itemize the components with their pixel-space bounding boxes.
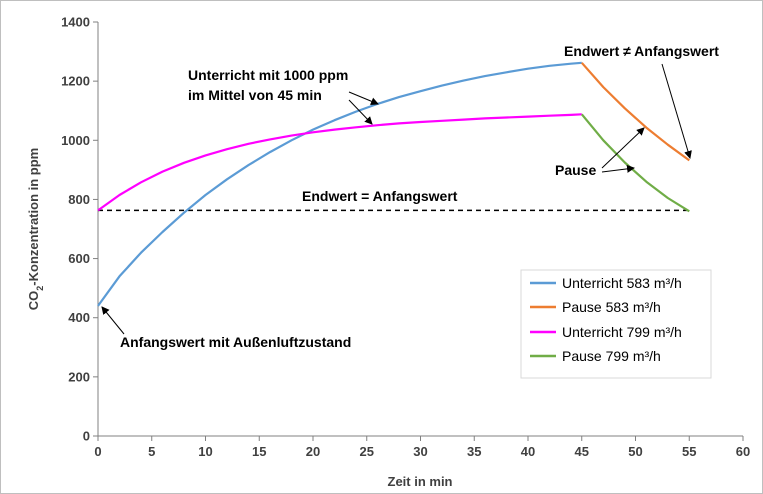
annotation-arrows	[101, 63, 692, 335]
arrow-endwert-ne	[661, 63, 692, 159]
anno-endwert-eq: Endwert = Anfangswert	[302, 188, 458, 204]
x-tick-label: 5	[148, 444, 155, 459]
series-line-2	[580, 62, 690, 162]
y-axis-label: CO2-Konzentration in ppm	[26, 148, 45, 310]
x-tick-label: 40	[521, 444, 535, 459]
series-line-3	[97, 113, 582, 212]
arrow-unterricht-upper	[348, 91, 379, 106]
y-axis-label-part-1: CO	[26, 291, 41, 311]
y-tick-label: 800	[68, 192, 90, 207]
y-tick-label: 200	[68, 369, 90, 384]
x-tick-label: 60	[736, 444, 750, 459]
x-tick-label: 30	[413, 444, 427, 459]
y-tick-label: 1000	[61, 133, 90, 148]
legend-label-2: Pause 583 m³/h	[562, 299, 661, 315]
x-axis-label: Zeit in min	[388, 474, 453, 489]
arrow-pause-upper	[601, 127, 645, 169]
y-axis-label-subscript: 2	[35, 286, 45, 291]
anno-pause: Pause	[555, 162, 596, 178]
series-group	[97, 61, 690, 307]
x-tick-label: 0	[94, 444, 101, 459]
x-tick-label: 20	[306, 444, 320, 459]
series-line-4	[580, 113, 690, 213]
axes: 0 200 400 600 800 1000 1200 1400 0 5 10 15 20 25 30 35 4…	[61, 15, 750, 460]
x-tick-label: 50	[628, 444, 642, 459]
x-tick-label: 25	[360, 444, 374, 459]
anno-endwert-ne: Endwert ≠ Anfangswert	[564, 43, 719, 59]
y-tick-label: 1200	[61, 74, 90, 89]
legend-label-1: Unterricht 583 m³/h	[562, 275, 682, 291]
legend-label-3: Unterricht 799 m³/h	[562, 324, 682, 340]
x-tick-label: 10	[198, 444, 212, 459]
y-tick-label: 600	[68, 251, 90, 266]
anno-unterricht-2: im Mittel von 45 min	[188, 87, 322, 103]
x-tick-label: 45	[575, 444, 589, 459]
anno-unterricht-1: Unterricht mit 1000 ppm	[188, 67, 348, 83]
y-tick-label: 0	[83, 429, 90, 444]
y-axis-label-part-2: -Konzentration in ppm	[26, 148, 41, 286]
y-tick-label: 1400	[61, 15, 90, 30]
y-tick-label: 400	[68, 310, 90, 325]
legend-box	[520, 269, 712, 379]
arrow-pause-lower	[601, 164, 635, 173]
x-tick-label: 55	[682, 444, 696, 459]
arrow-unterricht-lower	[348, 99, 373, 125]
anno-anfangswert: Anfangswert mit Außenluftzustand	[120, 334, 351, 350]
legend-label-4: Pause 799 m³/h	[562, 348, 661, 364]
legend: Unterricht 583 m³/h Pause 583 m³/h Unter…	[520, 269, 712, 379]
x-tick-label: 15	[252, 444, 266, 459]
x-tick-label: 35	[467, 444, 481, 459]
arrow-anfangswert	[101, 306, 125, 335]
series-line-1	[97, 61, 582, 307]
